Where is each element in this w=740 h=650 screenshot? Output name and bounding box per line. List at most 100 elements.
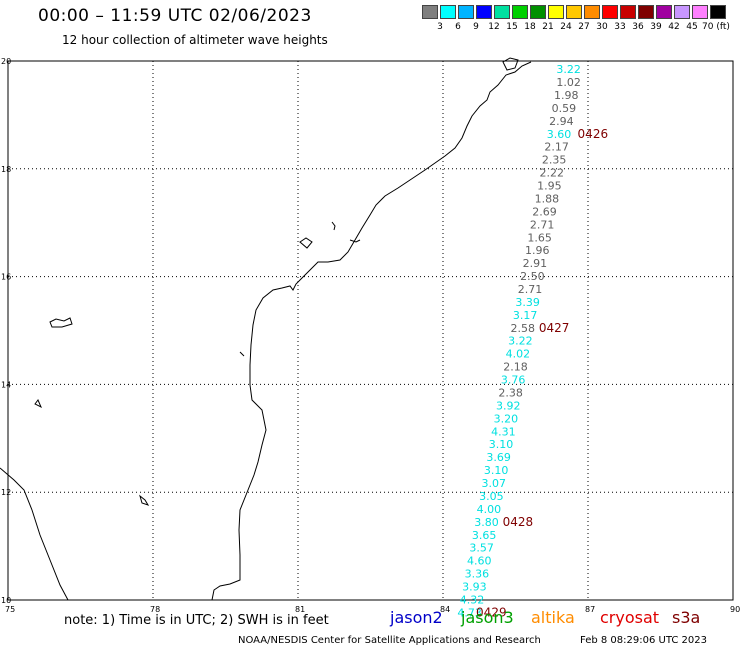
- y-tick-label: 20: [1, 57, 11, 66]
- wave-height-value: 3.65: [472, 529, 497, 542]
- wave-height-value: 3.17: [513, 309, 538, 322]
- scale-swatch: [548, 5, 564, 19]
- satellite-legend-entry: altika: [531, 608, 575, 627]
- satellite-legend-entry: jason2: [390, 608, 443, 627]
- scale-swatch: [530, 5, 546, 19]
- map-frame: [7, 60, 734, 601]
- coastline-maldive-3: [139, 494, 150, 506]
- y-tick-label: 18: [1, 165, 11, 174]
- scale-swatch: [584, 5, 600, 19]
- coastline-island: [502, 57, 519, 71]
- x-tick-label: 87: [585, 605, 595, 614]
- wave-height-value: 3.92: [496, 399, 521, 412]
- pass-label: 0426: [578, 127, 609, 141]
- y-tick-label: 16: [1, 273, 11, 282]
- y-tick-label: 12: [1, 488, 11, 497]
- x-tick-label: 78: [150, 605, 160, 614]
- coastline: [0, 57, 532, 601]
- wave-height-value: 2.94: [549, 115, 574, 128]
- scale-label: 39: [650, 22, 662, 32]
- wave-height-value: 1.98: [554, 89, 579, 102]
- wave-height-value: 2.91: [523, 257, 548, 270]
- satellite-legend-entry: cryosat: [600, 608, 660, 627]
- satellite-legend-entry: jason3: [461, 608, 514, 627]
- scale-label: 21: [542, 22, 554, 32]
- wave-height-value: 2.69: [532, 205, 557, 218]
- wave-height-value: 2.71: [518, 283, 543, 296]
- wave-height-value: 3.05: [479, 490, 504, 503]
- scale-label: 3: [437, 22, 443, 32]
- wave-height-value: 2.35: [542, 154, 567, 167]
- wave-height-value: 3.22: [508, 335, 533, 348]
- scale-swatch: [494, 5, 510, 19]
- scale-swatch: [422, 5, 438, 19]
- wave-height-value: 3.36: [465, 568, 490, 581]
- wave-height-value: 3.10: [489, 438, 514, 451]
- wave-height-value: 4.31: [491, 425, 516, 438]
- scale-swatch: [674, 5, 690, 19]
- wave-height-value: 2.22: [540, 167, 565, 180]
- scale-label: 6: [455, 22, 461, 32]
- wave-height-value: 3.07: [482, 477, 507, 490]
- wave-height-value: 3.39: [515, 296, 540, 309]
- wave-height-value: 3.80: [474, 516, 499, 529]
- coastline-maldive-1: [49, 317, 73, 328]
- scale-label: 33: [614, 22, 626, 32]
- credit-line: NOAA/NESDIS Center for Satellite Applica…: [238, 635, 541, 646]
- scale-swatch: [458, 5, 474, 19]
- scale-label: 18: [524, 22, 536, 32]
- scale-swatch: [656, 5, 672, 19]
- scale-swatch: [638, 5, 654, 19]
- timestamp: Feb 8 08:29:06 UTC 2023: [580, 635, 707, 646]
- wave-height-value: 2.38: [498, 386, 523, 399]
- axis-labels: 75 78 81 84 87 90 20 18 16 14 12 10: [1, 57, 740, 614]
- page-title: 00:00 – 11:59 UTC 02/06/2023: [38, 6, 312, 26]
- scale-label: 36: [632, 22, 644, 32]
- scale-swatch: [566, 5, 582, 19]
- wave-height-value: 0.59: [552, 102, 577, 115]
- y-tick-label: 10: [1, 596, 11, 605]
- scale-swatch: [620, 5, 636, 19]
- scale-label: 70 (ft): [702, 22, 730, 32]
- scale-swatch: [440, 5, 456, 19]
- scale-label: 27: [578, 22, 590, 32]
- scale-swatch: [602, 5, 618, 19]
- pass-label: 0428: [503, 515, 534, 529]
- y-tick-label: 14: [1, 380, 11, 389]
- x-tick-label: 90: [730, 605, 740, 614]
- wave-height-value: 4.32: [460, 593, 485, 606]
- wave-height-value: 3.57: [469, 542, 494, 555]
- x-tick-label: 75: [5, 605, 15, 614]
- wave-height-value: 1.02: [556, 76, 581, 89]
- wave-height-value: 1.96: [525, 244, 550, 257]
- wave-height-value: 2.18: [503, 361, 528, 374]
- coastline-srilanka: [0, 467, 69, 601]
- grid-lines: [7, 60, 734, 601]
- wave-height-value: 3.60: [547, 128, 572, 141]
- coastline-spit-3: [239, 351, 245, 357]
- x-tick-label: 81: [295, 605, 305, 614]
- wave-height-value: 3.69: [486, 451, 511, 464]
- coastline-spit-2: [349, 239, 361, 243]
- scale-swatch: [476, 5, 492, 19]
- page-subtitle: 12 hour collection of altimeter wave hei…: [62, 33, 328, 47]
- pass-label: 0429: [476, 605, 507, 619]
- scale-label: 45: [686, 22, 698, 32]
- wave-height-value: 1.88: [535, 192, 560, 205]
- wave-height-value: 3.93: [462, 581, 487, 594]
- wave-height-value: 4.73: [457, 606, 482, 619]
- wave-height-value: 3.20: [494, 412, 519, 425]
- wave-height-value: 2.58: [511, 322, 536, 335]
- coastline-india-east: [211, 61, 532, 601]
- coastline-spit: [331, 221, 336, 231]
- wave-height-values: 3.221.021.980.592.943.602.172.352.221.95…: [457, 63, 581, 619]
- wave-height-value: 1.65: [527, 231, 552, 244]
- footer-note: note: 1) Time is in UTC; 2) SWH is in fe…: [64, 613, 329, 628]
- scale-label: 15: [506, 22, 518, 32]
- coastline-maldive-2: [34, 399, 42, 409]
- wave-height-value: 2.71: [530, 218, 555, 231]
- wave-height-value: 3.76: [501, 374, 526, 387]
- wave-height-value: 2.17: [544, 141, 569, 154]
- wave-height-value: 4.60: [467, 555, 492, 568]
- scale-label: 24: [560, 22, 572, 32]
